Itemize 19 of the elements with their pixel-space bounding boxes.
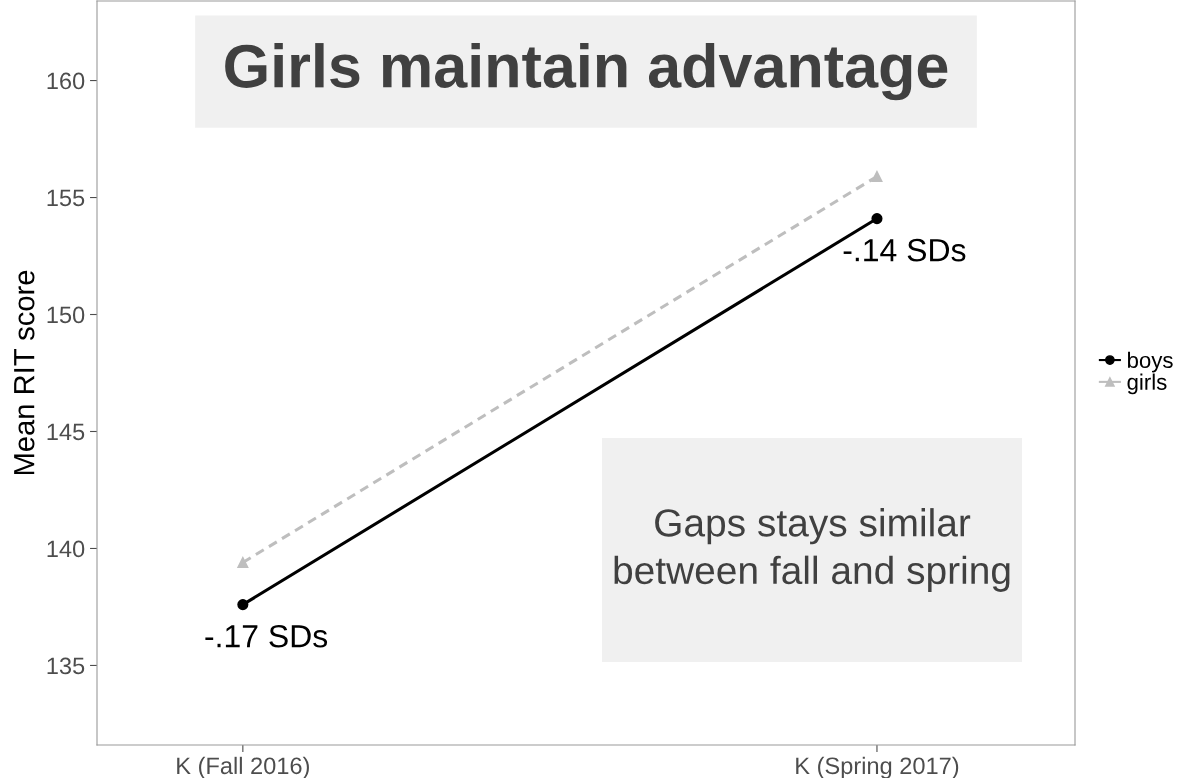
point xyxy=(237,599,249,611)
y-tick-label: 145 xyxy=(47,423,85,441)
point xyxy=(871,170,883,183)
x-tick-label: K (Fall 2016) xyxy=(177,756,309,778)
legend-label: girls xyxy=(1127,373,1167,395)
x-tick-label: K (Spring 2017) xyxy=(796,756,959,778)
legend-label: boys xyxy=(1127,351,1173,373)
annotation: Gaps stays similar between fall and spring xyxy=(614,508,1010,592)
point xyxy=(237,556,249,569)
y-axis-title: Mean RIT score xyxy=(14,270,35,475)
y-tick-label: 150 xyxy=(47,306,85,324)
annotation: -.17 SDs xyxy=(205,624,328,648)
y-tick-label: 135 xyxy=(47,657,85,675)
y-tick-label: 160 xyxy=(47,72,85,90)
annotation: -.14 SDs xyxy=(843,238,966,262)
point xyxy=(871,213,883,225)
y-tick-label: 155 xyxy=(47,189,85,207)
y-tick-label: 140 xyxy=(47,540,85,558)
text: Girls maintain advantage xyxy=(225,43,948,101)
